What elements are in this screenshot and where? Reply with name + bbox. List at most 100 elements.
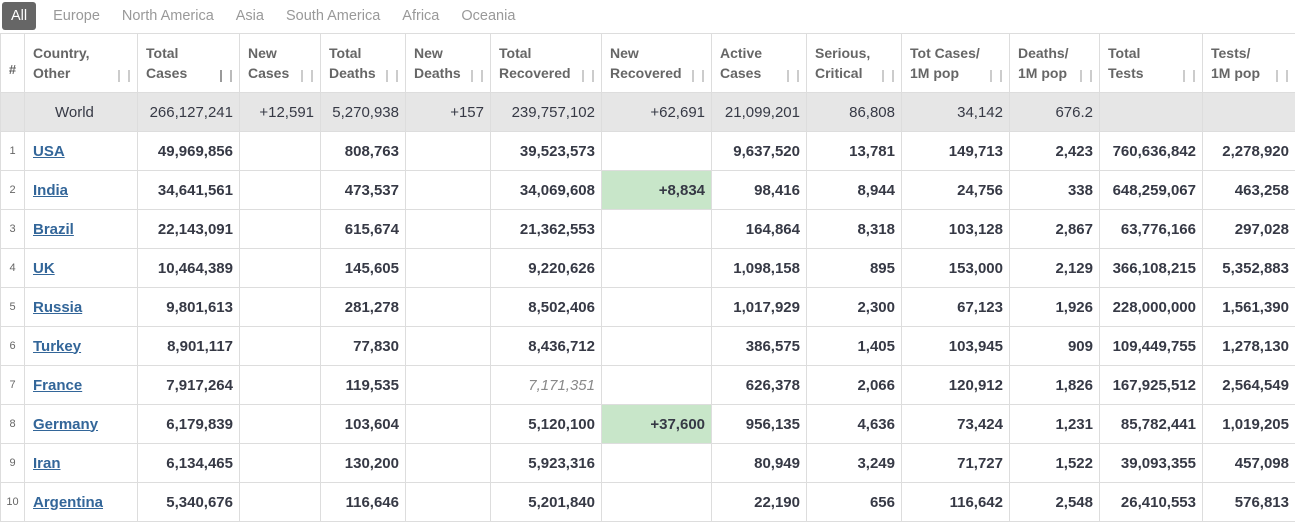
col-header-tot-cases-1m[interactable]: Tot Cases/1M pop: [901, 33, 1010, 93]
cell-deaths-1m: 1,522: [1009, 443, 1100, 483]
sort-icon[interactable]: [471, 68, 483, 82]
cell-new-recovered: [601, 131, 712, 171]
cell-new-cases: [239, 248, 321, 288]
cell-tests-1m: 5,352,883: [1202, 248, 1295, 288]
country-link[interactable]: Germany: [33, 415, 99, 433]
col-header-serious-critical[interactable]: Serious, Critical: [806, 33, 902, 93]
cell-serious-critical: 3,249: [806, 443, 902, 483]
sort-icon[interactable]: [882, 68, 894, 82]
sort-icon[interactable]: [990, 68, 1002, 82]
country-link[interactable]: Iran: [33, 454, 61, 472]
cell-new-recovered: [601, 365, 712, 405]
cell-tot-cases-1m: 149,713: [901, 131, 1010, 171]
cell-active-cases: 98,416: [711, 170, 807, 210]
cell-total-tests: 109,449,755: [1099, 326, 1203, 366]
cell-total-tests: 39,093,355: [1099, 443, 1203, 483]
country-cell: Russia: [24, 287, 138, 327]
sort-icon[interactable]: [386, 68, 398, 82]
tab-south-america[interactable]: South America: [285, 8, 381, 24]
sort-icon[interactable]: [787, 68, 799, 82]
col-header-total-recovered[interactable]: Total Recovered: [490, 33, 602, 93]
cell-total-cases: 9,801,613: [137, 287, 240, 327]
world-total-cases: 266,127,241: [137, 92, 240, 132]
country-link[interactable]: India: [33, 181, 69, 199]
tab-all[interactable]: All: [2, 2, 37, 30]
country-cell: Germany: [24, 404, 138, 444]
table-row: 9 Iran 6,134,465 130,200 5,923,316 80,949 3,24…: [0, 443, 1295, 483]
header-label-line: Total: [329, 45, 362, 61]
covid-table: # Country, Other Total Cases New Cases Tota…: [0, 33, 1295, 522]
col-header-active-cases[interactable]: Active Cases: [711, 33, 807, 93]
world-tot-cases-1m: 34,142: [901, 92, 1010, 132]
country-link[interactable]: Argentina: [33, 493, 104, 511]
sort-icon[interactable]: [692, 68, 704, 82]
cell-deaths-1m: 909: [1009, 326, 1100, 366]
cell-total-cases: 22,143,091: [137, 209, 240, 249]
tab-europe[interactable]: Europe: [53, 8, 100, 24]
col-header-rank: #: [0, 33, 25, 93]
col-header-total-cases[interactable]: Total Cases: [137, 33, 240, 93]
header-label-line: New: [248, 45, 277, 61]
cell-total-deaths: 130,200: [320, 443, 406, 483]
sort-icon[interactable]: [1183, 68, 1195, 82]
header-label-line: Recovered: [499, 65, 571, 81]
col-header-tests-1m[interactable]: Tests/1M pop: [1202, 33, 1295, 93]
cell-total-recovered: 5,120,100: [490, 404, 602, 444]
header-label-line: 1M pop: [1018, 65, 1067, 81]
sort-icon[interactable]: [220, 68, 232, 82]
col-header-total-deaths[interactable]: Total Deaths: [320, 33, 406, 93]
row-rank: 10: [0, 482, 25, 522]
cell-deaths-1m: 2,867: [1009, 209, 1100, 249]
cell-active-cases: 626,378: [711, 365, 807, 405]
country-link[interactable]: USA: [33, 142, 65, 160]
header-label-line: Total: [1108, 45, 1141, 61]
table-row: 5 Russia 9,801,613 281,278 8,502,406 1,017,92…: [0, 287, 1295, 327]
header-label-line: Deaths: [414, 65, 461, 81]
col-header-new-cases[interactable]: New Cases: [239, 33, 321, 93]
row-rank: 5: [0, 287, 25, 327]
header-label-line: 1M pop: [1211, 65, 1260, 81]
world-total-recovered: 239,757,102: [490, 92, 602, 132]
cell-new-deaths: [405, 443, 491, 483]
col-header-new-recovered[interactable]: New Recovered: [601, 33, 712, 93]
sort-icon[interactable]: [1276, 68, 1288, 82]
cell-tests-1m: 1,019,205: [1202, 404, 1295, 444]
cell-total-tests: 26,410,553: [1099, 482, 1203, 522]
header-label-line: Deaths/: [1018, 45, 1069, 61]
tab-africa[interactable]: Africa: [402, 8, 440, 24]
col-header-total-tests[interactable]: Total Tests: [1099, 33, 1203, 93]
country-link[interactable]: UK: [33, 259, 55, 277]
country-link[interactable]: France: [33, 376, 83, 394]
tab-oceania[interactable]: Oceania: [461, 8, 516, 24]
cell-new-recovered: [601, 443, 712, 483]
country-link[interactable]: Russia: [33, 298, 83, 316]
sort-icon[interactable]: [301, 68, 313, 82]
sort-icon[interactable]: [582, 68, 594, 82]
country-link[interactable]: Turkey: [33, 337, 82, 355]
header-label-line: Other: [33, 65, 71, 81]
col-header-new-deaths[interactable]: New Deaths: [405, 33, 491, 93]
tab-north-america[interactable]: North America: [121, 8, 214, 24]
country-link[interactable]: Brazil: [33, 220, 74, 238]
cell-total-recovered: 39,523,573: [490, 131, 602, 171]
cell-new-deaths: [405, 365, 491, 405]
sort-icon[interactable]: [118, 68, 130, 82]
cell-tests-1m: 1,561,390: [1202, 287, 1295, 327]
cell-new-recovered: +8,834: [601, 170, 712, 210]
cell-serious-critical: 1,405: [806, 326, 902, 366]
header-label-line: New: [610, 45, 639, 61]
col-header-country[interactable]: Country, Other: [24, 33, 138, 93]
tab-asia[interactable]: Asia: [235, 8, 264, 24]
cell-serious-critical: 2,300: [806, 287, 902, 327]
cell-total-tests: 85,782,441: [1099, 404, 1203, 444]
header-label-line: Critical: [815, 65, 863, 81]
cell-tests-1m: 457,098: [1202, 443, 1295, 483]
cell-new-recovered: [601, 287, 712, 327]
sort-icon[interactable]: [1080, 68, 1092, 82]
cell-new-deaths: [405, 209, 491, 249]
cell-deaths-1m: 1,926: [1009, 287, 1100, 327]
header-label-line: Recovered: [610, 65, 682, 81]
cell-new-cases: [239, 170, 321, 210]
cell-new-deaths: [405, 131, 491, 171]
col-header-deaths-1m[interactable]: Deaths/1M pop: [1009, 33, 1100, 93]
